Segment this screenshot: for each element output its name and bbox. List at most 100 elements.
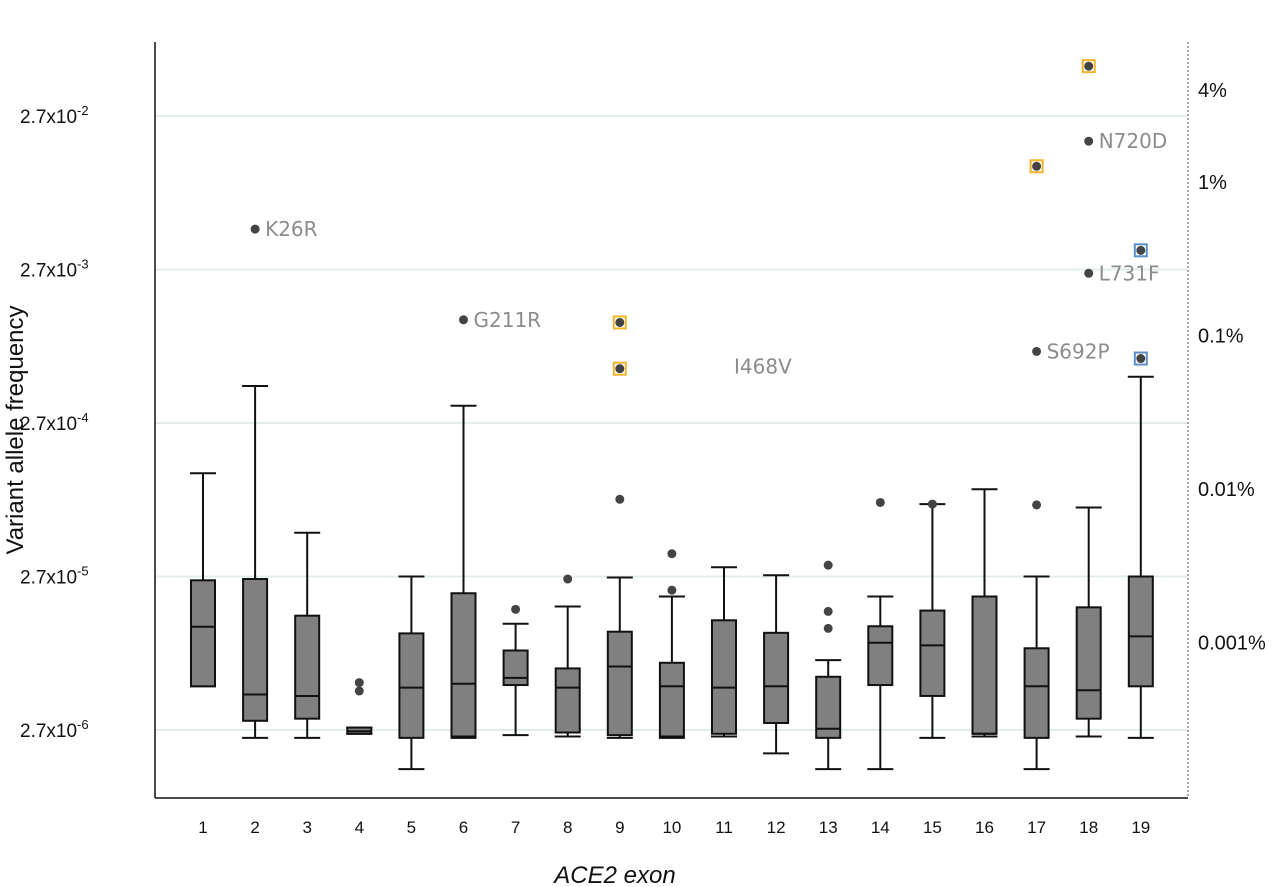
- x-tick-label: 10: [662, 818, 681, 837]
- box-iqr: [606, 630, 633, 737]
- box-exon-7: [502, 622, 529, 737]
- outlier-point: [250, 224, 260, 234]
- x-tick-label: 6: [459, 818, 468, 837]
- variant-label: I468V: [734, 355, 792, 379]
- x-tick-label: 14: [871, 818, 890, 837]
- y-tick-label: 2.7x10-4: [20, 410, 89, 435]
- y-axis-tick-labels: 2.7x10-62.7x10-52.7x10-42.7x10-32.7x10-2: [20, 103, 89, 742]
- box-iqr: [398, 632, 425, 739]
- x-tick-label: 15: [923, 818, 942, 837]
- outlier-point: [615, 317, 625, 327]
- box-exon-9: [606, 576, 633, 739]
- outlier-point: [615, 494, 625, 504]
- y-tick-exponent: -3: [77, 257, 89, 272]
- box-iqr: [190, 579, 216, 688]
- outlier-point: [1032, 500, 1042, 510]
- outlier-point: [1136, 245, 1146, 255]
- y-tick-label: 2.7x10-6: [20, 717, 89, 742]
- outlier-point: [927, 499, 937, 509]
- box-iqr: [242, 578, 269, 722]
- right-axis-labels: 4% 1% 0.1% 0.01% 0.001%: [1198, 80, 1266, 655]
- outlier-point: [1032, 161, 1042, 171]
- x-tick-label: 12: [767, 818, 786, 837]
- box-iqr: [919, 609, 946, 697]
- box-exon-16: [971, 488, 998, 738]
- box-iqr: [1023, 647, 1050, 739]
- box-iqr: [867, 625, 894, 687]
- x-tick-label: 16: [975, 818, 994, 837]
- outlier-point: [354, 678, 364, 688]
- y-axis-label: Variant allele frequency: [2, 305, 29, 554]
- box-iqr: [294, 614, 321, 720]
- x-tick-label: 18: [1079, 818, 1098, 837]
- y-tick-mantissa: 2.7x10: [20, 414, 77, 435]
- box-exon-1: [190, 472, 216, 688]
- box-iqr: [711, 619, 737, 735]
- box-iqr: [763, 631, 790, 724]
- box-iqr: [658, 661, 685, 738]
- outlier-point: [875, 497, 885, 507]
- variant-label: N720D: [1099, 129, 1168, 153]
- variant-label: K26R: [265, 217, 318, 241]
- x-tick-label: 11: [715, 818, 733, 837]
- box-iqr: [554, 667, 581, 734]
- y-tick-exponent: -5: [77, 564, 89, 579]
- x-tick-label: 13: [819, 818, 838, 837]
- right-axis-label: 1%: [1198, 172, 1227, 194]
- outlier-point: [1084, 268, 1094, 278]
- x-tick-label: 17: [1027, 818, 1046, 837]
- outlier-point: [354, 686, 364, 696]
- box-exon-13: [815, 659, 842, 771]
- outlier-point: [1136, 354, 1146, 364]
- axes: [154, 42, 1189, 799]
- y-tick-label: 2.7x10-5: [20, 564, 89, 589]
- y-tick-mantissa: 2.7x10: [20, 261, 77, 282]
- box-exon-8: [554, 605, 581, 738]
- x-tick-label: 9: [615, 818, 624, 837]
- y-tick-mantissa: 2.7x10: [20, 721, 77, 742]
- box-exon-3: [294, 531, 321, 739]
- outlier-point: [459, 315, 468, 325]
- box-exon-19: [1127, 375, 1154, 739]
- gridlines: [155, 115, 1188, 731]
- box-exon-5: [398, 575, 425, 771]
- outlier-point: [511, 604, 521, 614]
- outlier-point: [1032, 346, 1042, 356]
- box-exon-11: [711, 566, 737, 738]
- box-iqr: [502, 649, 529, 687]
- box-iqr: [1075, 606, 1102, 720]
- variant-annotations: K26R G211R S692P N720D L731F I468V: [265, 129, 1167, 378]
- x-tick-label: 4: [355, 818, 364, 837]
- variant-label: G211R: [474, 308, 542, 332]
- outlier-points: [250, 59, 1148, 696]
- right-axis-label: 0.001%: [1198, 633, 1266, 655]
- box-iqr: [971, 595, 998, 735]
- x-axis-label: ACE2 exon: [552, 862, 675, 887]
- outlier-point: [823, 560, 833, 570]
- x-tick-label: 19: [1131, 818, 1150, 837]
- box-exon-17: [1023, 575, 1050, 771]
- right-axis-label: 0.1%: [1198, 326, 1244, 348]
- outlier-point: [563, 574, 573, 584]
- y-tick-label: 2.7x10-2: [20, 103, 89, 128]
- y-tick-mantissa: 2.7x10: [20, 568, 77, 589]
- outlier-point: [1084, 136, 1094, 146]
- x-tick-label: 3: [302, 818, 311, 837]
- box-exon-18: [1075, 506, 1102, 738]
- x-tick-label: 1: [198, 818, 207, 837]
- variant-label: S692P: [1047, 339, 1110, 363]
- boxes: [190, 375, 1154, 771]
- box-exon-14: [867, 595, 894, 771]
- y-tick-mantissa: 2.7x10: [20, 107, 77, 128]
- outlier-point: [823, 623, 833, 633]
- box-iqr: [815, 675, 842, 739]
- outlier-point: [1084, 61, 1094, 71]
- right-axis-label: 0.01%: [1198, 479, 1255, 501]
- x-tick-label: 7: [511, 818, 520, 837]
- x-tick-label: 5: [407, 818, 416, 837]
- x-tick-label: 8: [563, 818, 572, 837]
- box-exon-15: [919, 503, 946, 739]
- box-exon-10: [658, 595, 685, 739]
- box-exon-4: [346, 726, 373, 735]
